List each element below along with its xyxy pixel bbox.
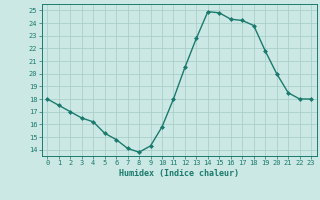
X-axis label: Humidex (Indice chaleur): Humidex (Indice chaleur) — [119, 169, 239, 178]
